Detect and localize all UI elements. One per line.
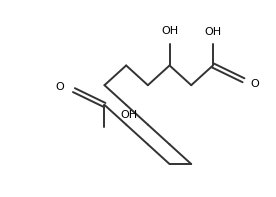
- Text: OH: OH: [120, 110, 137, 120]
- Text: OH: OH: [204, 27, 222, 37]
- Text: OH: OH: [161, 26, 178, 36]
- Text: O: O: [250, 79, 259, 89]
- Text: O: O: [55, 82, 64, 92]
